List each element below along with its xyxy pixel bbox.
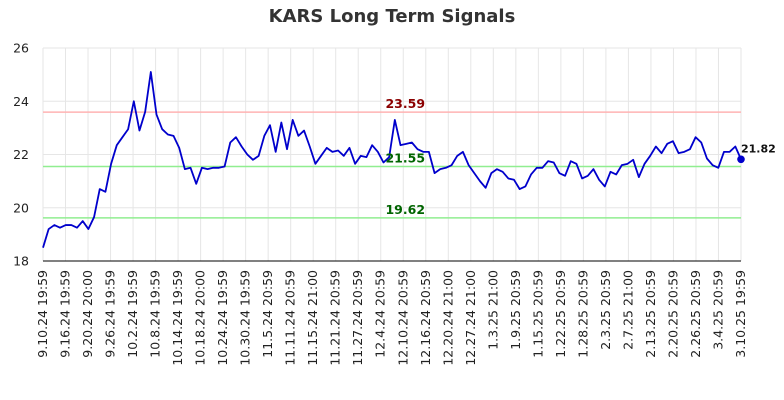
x-tick-label: 1.28.25 20:59 xyxy=(575,270,590,358)
x-tick-label: 12.16.24 20:59 xyxy=(418,270,433,366)
grid-layer xyxy=(42,47,742,262)
x-tick-label: 9.16.24 19:59 xyxy=(58,270,73,358)
x-tick-label: 12.10.24 20:59 xyxy=(395,270,410,366)
y-tick-label: 26 xyxy=(13,41,29,56)
x-tick-label: 3.10.25 19:59 xyxy=(733,270,748,358)
y-tick-label: 20 xyxy=(13,200,29,215)
y-tick-label: 18 xyxy=(13,254,29,269)
y-tick-label: 24 xyxy=(13,94,29,109)
chart-title: KARS Long Term Signals xyxy=(268,6,516,27)
x-tick-label: 12.4.24 20:59 xyxy=(373,270,388,358)
x-tick-label: 9.26.24 19:59 xyxy=(103,270,118,358)
x-tick-label: 10.30.24 19:59 xyxy=(238,270,253,366)
price-line xyxy=(42,71,742,248)
x-tick-label: 2.3.25 20:59 xyxy=(598,270,613,350)
x-tick-label: 2.13.25 20:59 xyxy=(643,270,658,358)
last-price-label: 21.82 xyxy=(741,142,776,155)
x-tick-label: 9.20.24 20:00 xyxy=(80,270,95,358)
x-tick-label: 3.4.25 20:59 xyxy=(710,270,725,350)
x-tick-label: 12.27.24 21:00 xyxy=(463,270,478,366)
y-tick-label: 22 xyxy=(13,147,29,162)
x-tick-label: 9.10.24 19:59 xyxy=(35,270,50,358)
last-price-marker xyxy=(737,155,745,164)
label-layer: 18 20 22 24 26 9.10.24 19:59 9.16.24 19:59 9.20… xyxy=(13,41,776,366)
resistance-label: 23.59 xyxy=(385,96,425,111)
x-tick-label: 12.20.24 21:00 xyxy=(440,270,455,366)
x-tick-label: 10.24.24 19:59 xyxy=(215,270,230,366)
x-tick-label: 10.8.24 19:59 xyxy=(148,270,163,358)
x-tick-label: 2.26.25 20:59 xyxy=(688,270,703,358)
support-label: 19.62 xyxy=(385,202,425,217)
x-tick-label: 1.22.25 20:59 xyxy=(553,270,568,358)
series-layer xyxy=(42,71,745,248)
x-tick-label: 11.21.24 20:59 xyxy=(328,270,343,366)
x-tick-label: 10.18.24 20:00 xyxy=(193,270,208,366)
x-tick-label: 2.7.25 21:00 xyxy=(620,270,635,350)
x-tick-label: 2.20.25 20:59 xyxy=(665,270,680,358)
x-tick-label: 11.11.24 20:59 xyxy=(283,270,298,366)
x-tick-label: 11.27.24 20:59 xyxy=(350,270,365,366)
x-tick-label: 1.15.25 20:59 xyxy=(530,270,545,358)
reference-lines xyxy=(43,111,741,219)
x-tick-label: 11.15.24 21:00 xyxy=(305,270,320,366)
x-tick-label: 11.5.24 20:59 xyxy=(260,270,275,358)
x-tick-label: 10.14.24 19:59 xyxy=(170,270,185,366)
x-tick-label: 1.9.25 20:59 xyxy=(508,270,523,350)
x-tick-label: 1.3.25 21:00 xyxy=(485,270,500,350)
support-label: 21.55 xyxy=(385,150,425,165)
x-tick-label: 10.2.24 19:59 xyxy=(125,270,140,358)
